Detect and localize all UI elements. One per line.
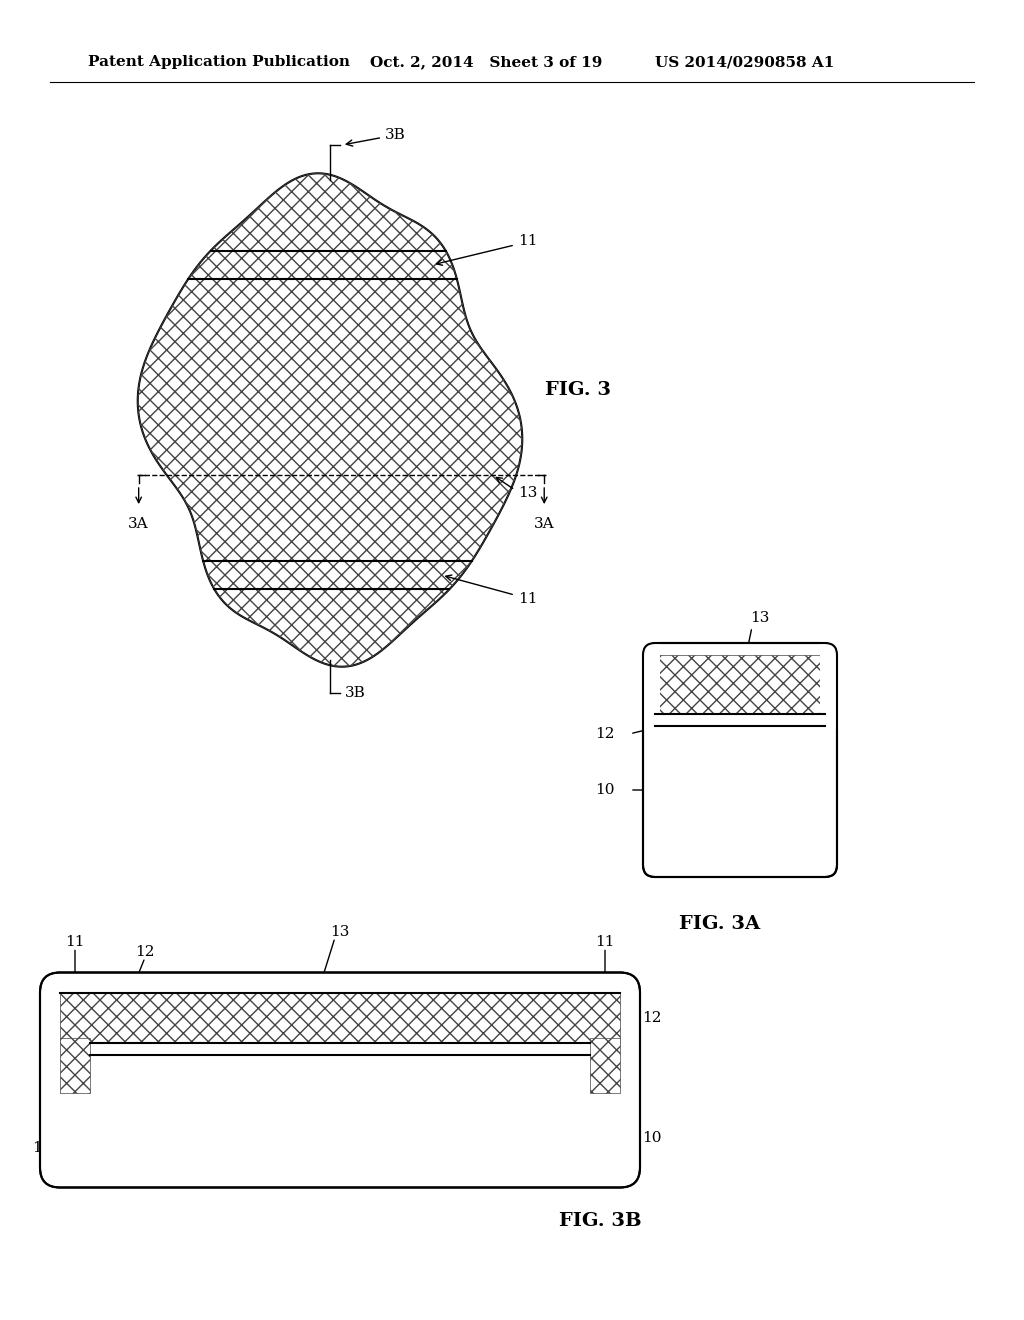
Text: 13: 13 (518, 486, 538, 500)
Text: FIG. 3B: FIG. 3B (559, 1213, 641, 1230)
Text: 13: 13 (750, 611, 769, 624)
Text: Patent Application Publication: Patent Application Publication (88, 55, 350, 69)
Text: 11: 11 (595, 935, 614, 949)
Bar (820, 640, 840, 729)
Polygon shape (138, 173, 522, 667)
Text: 12: 12 (596, 727, 615, 741)
Bar (60, 993, 620, 1043)
Bar (640, 640, 660, 729)
Bar (60, 1038, 90, 1093)
Bar (655, 655, 825, 714)
FancyBboxPatch shape (40, 973, 640, 1188)
Text: FIG. 3: FIG. 3 (545, 381, 611, 399)
Text: 3A: 3A (534, 517, 555, 531)
Text: 11: 11 (518, 593, 538, 606)
Text: 12: 12 (135, 945, 155, 958)
Bar (90, 1043, 590, 1055)
Text: 10: 10 (642, 1130, 662, 1144)
Text: 13: 13 (331, 924, 349, 939)
Text: 11: 11 (518, 234, 538, 248)
FancyBboxPatch shape (643, 643, 837, 876)
Text: US 2014/0290858 A1: US 2014/0290858 A1 (655, 55, 835, 69)
Text: 12: 12 (33, 1140, 52, 1155)
Text: 10: 10 (596, 783, 615, 797)
Text: 12: 12 (642, 1011, 662, 1024)
Text: 3B: 3B (345, 686, 366, 700)
Text: Oct. 2, 2014   Sheet 3 of 19: Oct. 2, 2014 Sheet 3 of 19 (370, 55, 602, 69)
Text: 3B: 3B (346, 128, 406, 147)
Text: 3A: 3A (128, 517, 148, 531)
Text: FIG. 3A: FIG. 3A (680, 915, 761, 933)
Bar (590, 1038, 620, 1093)
Text: 11: 11 (66, 935, 85, 949)
